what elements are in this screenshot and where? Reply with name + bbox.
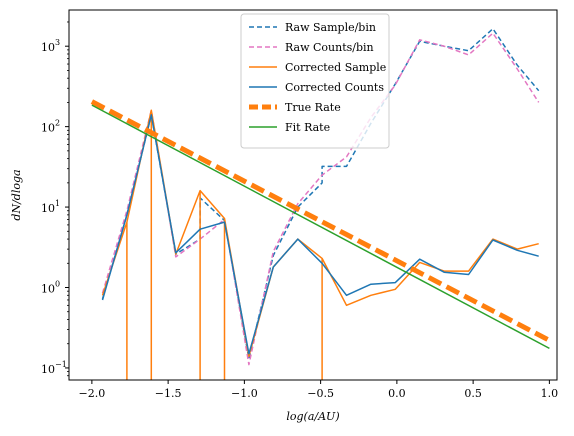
legend-label: Corrected Counts [285,81,384,94]
y-axis-label: dN/dloga [10,169,23,220]
y-tick-exponent: 3 [55,38,60,47]
legend: Raw Sample/bin Raw Counts/bin Corrected Sa… [240,13,390,149]
y-tick-exponent: 2 [55,119,60,128]
legend-label: True Rate [285,101,341,114]
x-axis-label: log(a/AU) [286,410,339,423]
series-line [101,27,540,360]
x-tick-label: −1.5 [155,387,182,400]
x-tick-label: −2.0 [79,387,106,400]
y-tick-label: 10 [41,283,55,296]
y-tick-label: 10 [41,202,55,215]
plot-area [90,27,551,380]
series-line [91,104,550,350]
y-tick-exponent: −1 [55,360,67,369]
y-tick-exponent: 1 [55,199,60,208]
series-line [101,109,539,380]
legend-label: Raw Counts/bin [285,41,374,54]
y-tick-label: 10 [41,41,55,54]
legend-label: Fit Rate [285,121,330,134]
axes-frame [68,9,558,381]
x-tick-label: 1.0 [541,387,559,400]
series-lines [90,27,551,380]
legend-label: Corrected Sample [285,61,386,74]
legend-label: Raw Sample/bin [285,21,376,34]
x-tick-label: 0.5 [464,387,482,400]
x-tick-label: −0.5 [307,387,334,400]
y-tick-label: 10 [41,122,55,135]
y-tick-label: 10 [41,363,55,376]
series-line [101,32,540,366]
series-line [101,114,539,355]
series-line [90,99,551,343]
x-tick-label: 0.0 [388,387,406,400]
legend-box [240,13,390,149]
y-tick-exponent: 0 [55,280,60,289]
x-tick-label: −1.0 [231,387,258,400]
